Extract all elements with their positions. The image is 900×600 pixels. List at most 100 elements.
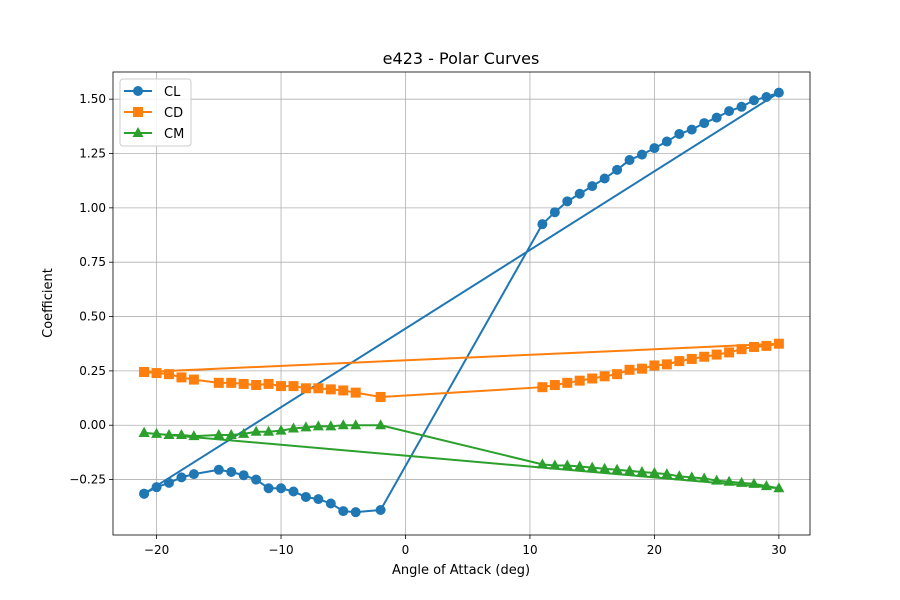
cl-point <box>562 196 573 207</box>
cm-point <box>636 465 648 476</box>
cl-point <box>686 124 697 135</box>
cd-line <box>144 342 780 398</box>
y-tick-label: 1.50 <box>79 92 106 106</box>
series-layer <box>138 87 785 518</box>
cd-point <box>537 382 548 393</box>
cl-point <box>649 143 660 154</box>
cm-point <box>263 425 275 436</box>
cm-point <box>748 477 760 488</box>
cm-point <box>686 471 698 482</box>
cl-point <box>238 470 249 481</box>
cm-point <box>250 425 262 436</box>
ticks: −20 −10 0 10 20 30 −0.25 0.00 0.25 0.50 0.75 1.00 1.… <box>69 92 786 557</box>
cd-series <box>139 338 784 402</box>
cl-point <box>313 494 324 505</box>
cl-point <box>624 155 635 166</box>
x-tick-label: −20 <box>144 543 169 557</box>
cl-point <box>188 469 199 480</box>
legend-marker-cd <box>133 107 143 117</box>
cm-point <box>163 429 175 440</box>
cd-point <box>711 349 722 360</box>
cm-point <box>773 482 785 493</box>
cl-point <box>263 483 274 494</box>
cm-point <box>175 429 187 440</box>
cd-point <box>686 353 697 364</box>
cl-point <box>674 128 685 139</box>
cd-point <box>587 373 598 384</box>
cd-point <box>288 381 299 392</box>
cl-point <box>711 112 722 123</box>
cd-point <box>612 369 623 380</box>
cm-point <box>337 419 349 430</box>
cm-point <box>760 480 772 491</box>
cm-point <box>287 422 299 433</box>
cl-point <box>300 491 311 502</box>
cl-line <box>143 91 780 514</box>
cm-point <box>312 420 324 431</box>
cd-point <box>313 383 324 394</box>
cl-point <box>164 477 175 488</box>
cd-point <box>188 374 199 385</box>
cd-point <box>562 377 573 388</box>
cl-point <box>176 472 187 483</box>
cd-point <box>736 344 747 355</box>
y-tick-label: 0.75 <box>79 255 106 269</box>
cd-point <box>238 378 249 389</box>
cd-point <box>139 366 150 377</box>
x-axis-label: Angle of Attack (deg) <box>392 563 530 578</box>
cd-point <box>325 384 336 395</box>
cm-point <box>624 464 636 475</box>
legend-marker-cl <box>133 86 143 96</box>
cm-point <box>275 424 287 435</box>
cd-point <box>276 381 287 392</box>
cm-point <box>723 475 735 486</box>
cl-point <box>151 482 162 493</box>
legend-label-cl: CL <box>164 85 181 100</box>
cm-point <box>138 426 150 437</box>
cd-point <box>674 356 685 367</box>
cd-point <box>724 347 735 358</box>
cl-point <box>761 91 772 102</box>
cl-point <box>213 464 224 475</box>
cd-point <box>350 387 361 398</box>
y-axis-label: Coefficient <box>41 268 56 338</box>
y-tick-label: 0.50 <box>79 310 106 324</box>
cm-point <box>536 458 548 469</box>
cl-point <box>537 219 548 230</box>
cl-point <box>338 506 349 517</box>
cd-point <box>338 385 349 396</box>
cm-point <box>561 459 573 470</box>
cm-point <box>673 470 685 481</box>
cm-point <box>574 460 586 471</box>
cl-point <box>587 181 598 192</box>
cm-point <box>736 476 748 487</box>
cm-point <box>661 468 673 479</box>
cl-point <box>226 466 237 477</box>
cm-point <box>698 472 710 483</box>
cl-point <box>574 188 585 199</box>
cl-point <box>661 136 672 147</box>
cd-point <box>773 338 784 349</box>
x-tick-label: 10 <box>522 543 537 557</box>
cm-point <box>711 474 723 485</box>
cl-point <box>599 173 610 184</box>
cd-point <box>213 377 224 388</box>
cd-point <box>164 369 175 380</box>
cd-point <box>574 375 585 386</box>
cm-point <box>549 459 561 470</box>
y-tick-label: 0.25 <box>79 364 106 378</box>
cd-point <box>263 378 274 389</box>
cl-point <box>724 106 735 117</box>
cd-point <box>661 359 672 370</box>
cd-point <box>375 391 386 402</box>
cm-point <box>188 430 200 441</box>
cm-point <box>599 462 611 473</box>
grid <box>113 72 810 535</box>
cd-point <box>649 360 660 371</box>
cm-point <box>238 427 250 438</box>
legend-label-cd: CD <box>164 106 183 121</box>
cm-point <box>300 421 312 432</box>
cl-point <box>325 498 336 509</box>
x-tick-label: 30 <box>771 543 786 557</box>
cd-point <box>599 371 610 382</box>
